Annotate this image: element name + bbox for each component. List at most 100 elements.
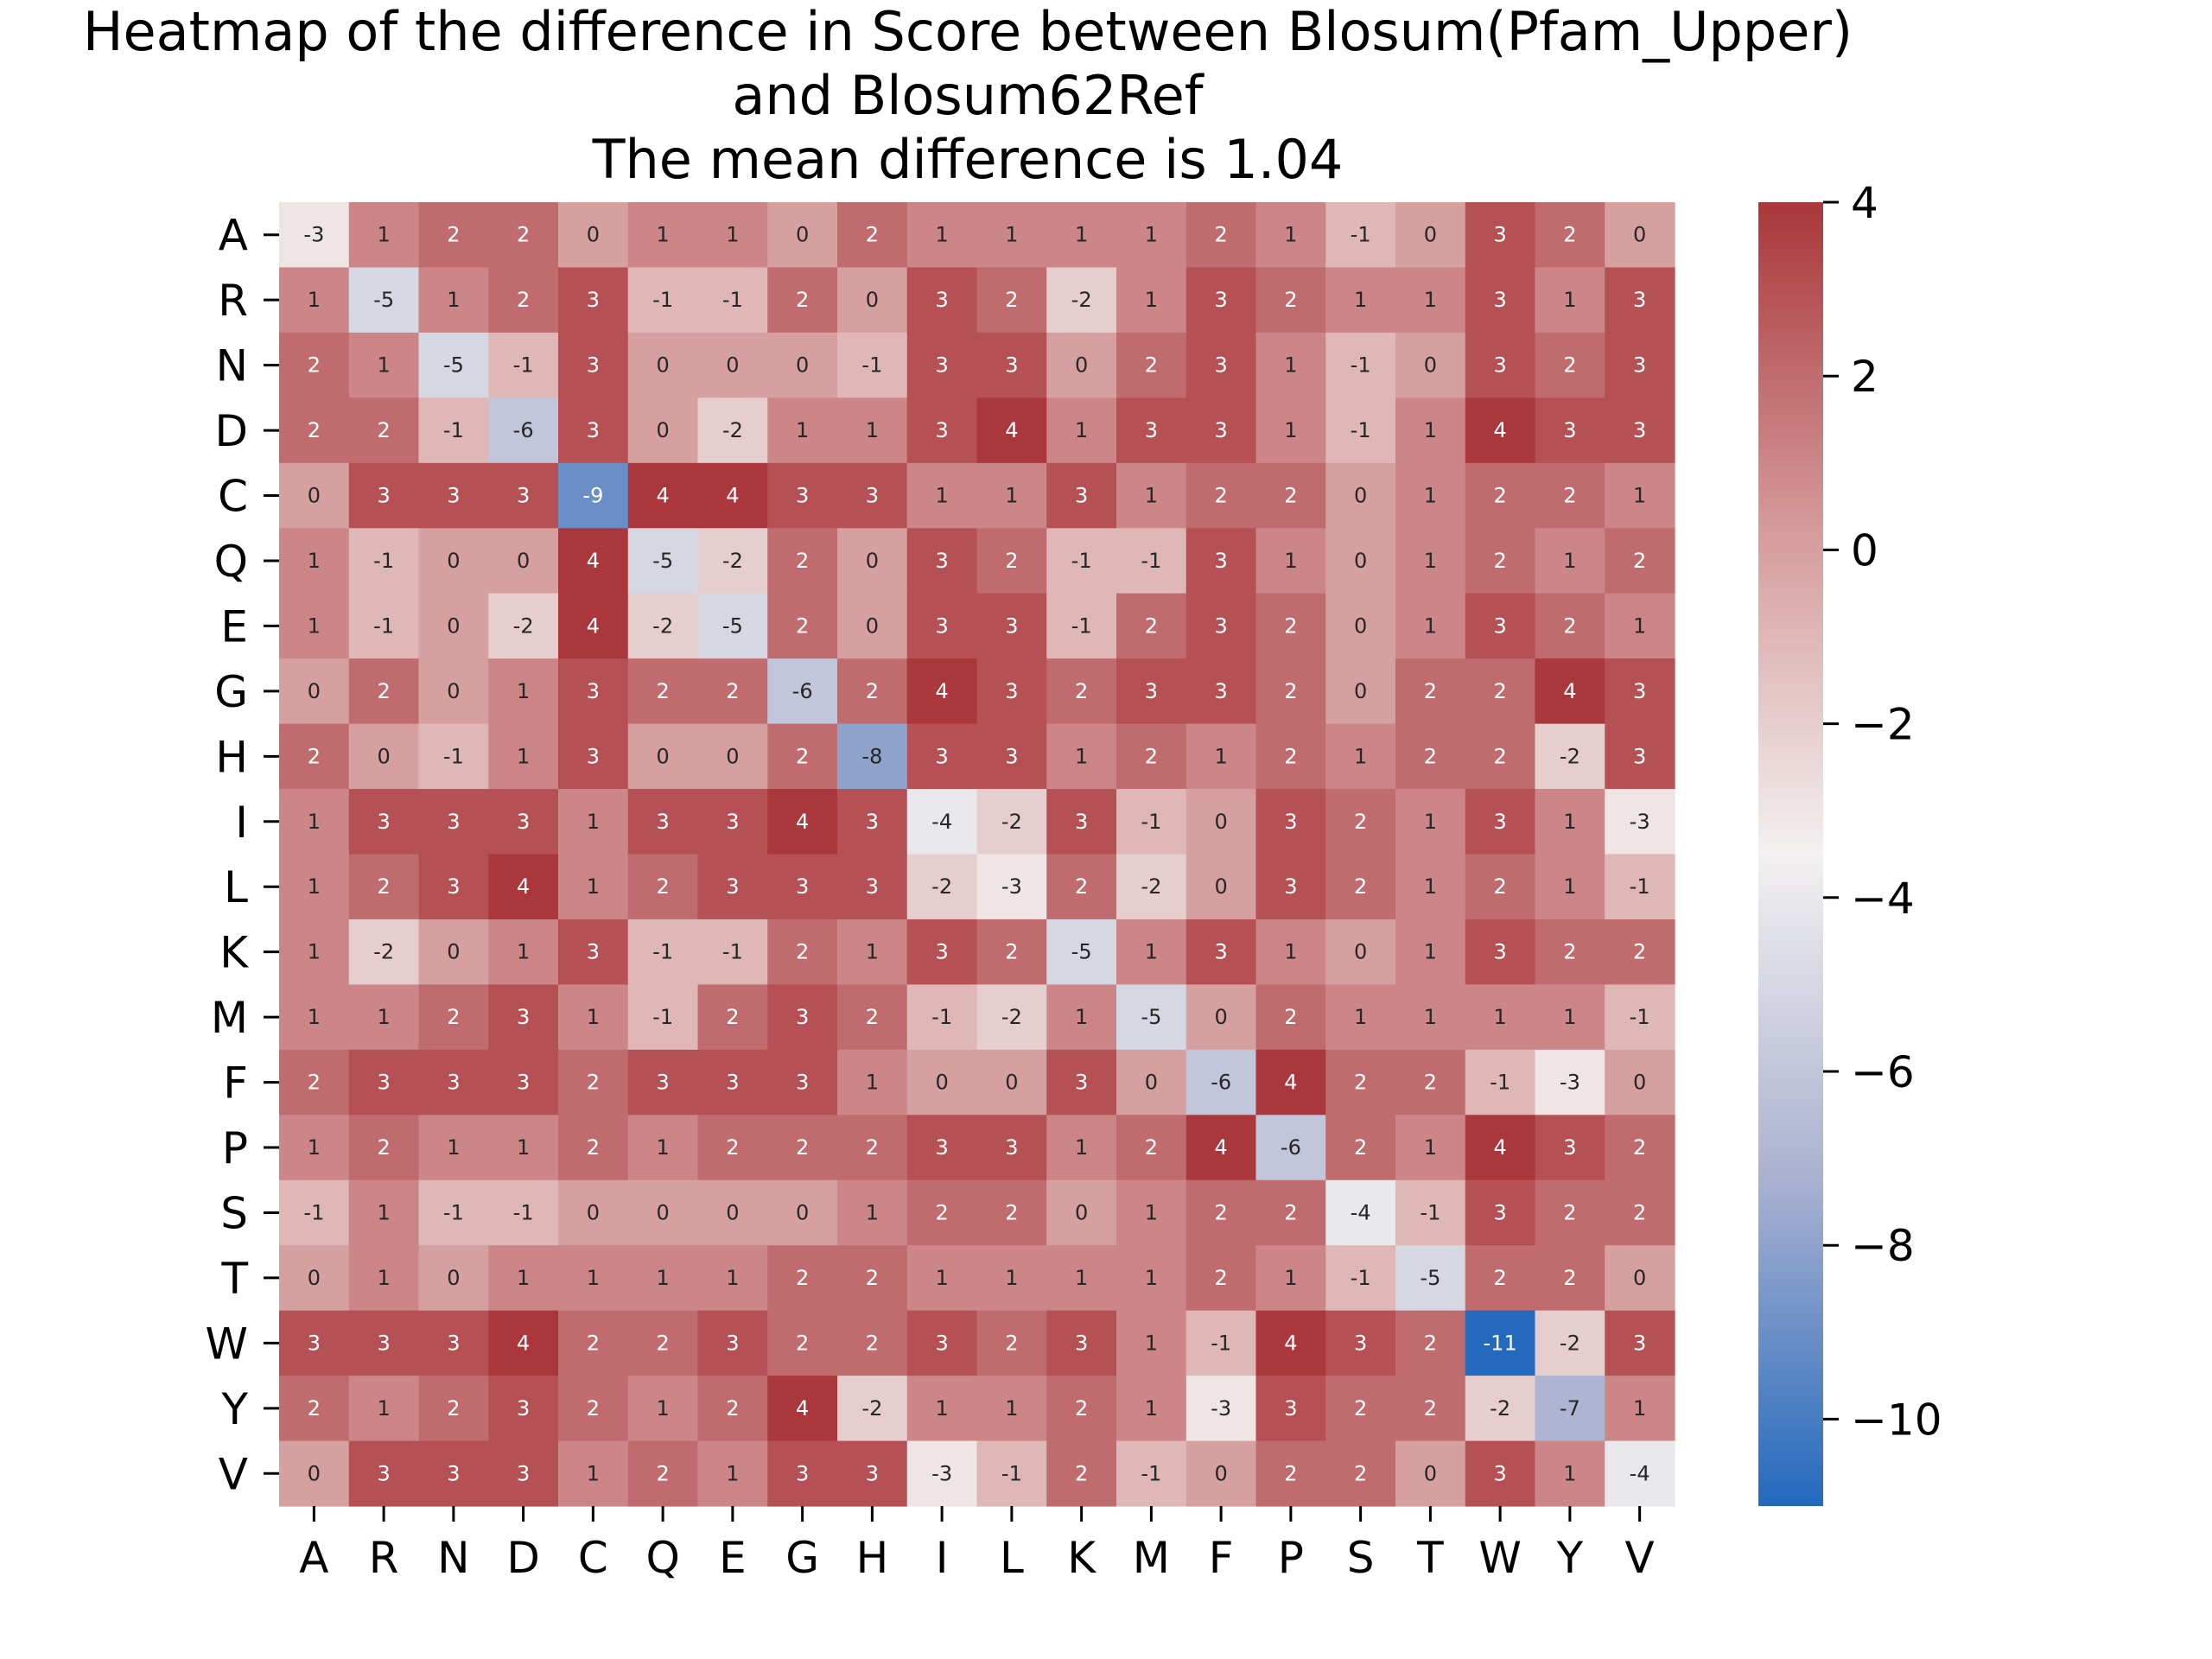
heatmap-cell — [1535, 202, 1605, 269]
heatmap-cell — [976, 984, 1047, 1051]
heatmap-cell — [1046, 528, 1117, 594]
cell-value-label: -1 — [1211, 1331, 1231, 1355]
cell-value-label: 1 — [935, 484, 948, 508]
cell-value-label: 2 — [1633, 940, 1646, 964]
heatmap-cell — [1185, 1115, 1257, 1181]
heatmap-cell — [837, 593, 908, 659]
cell-value-label: 0 — [1214, 1461, 1227, 1485]
heatmap-cell — [279, 984, 350, 1051]
heatmap-cell — [1116, 462, 1187, 529]
heatmap-cell — [767, 918, 838, 985]
cell-value-label: 1 — [1145, 940, 1158, 964]
cell-value-label: 0 — [1354, 484, 1367, 508]
heatmap-cell — [418, 1310, 489, 1376]
heatmap-cell — [558, 1115, 629, 1181]
cell-value-label: 2 — [377, 679, 390, 703]
cell-value-label: 1 — [1075, 223, 1088, 247]
heatmap-cell — [488, 1179, 559, 1246]
heatmap-cell — [1255, 332, 1326, 398]
cell-value-label: 1 — [1284, 353, 1297, 378]
colorbar-tick-label: −6 — [1851, 1047, 1915, 1097]
cell-value-label: 2 — [796, 1331, 809, 1355]
cell-value-label: -8 — [861, 744, 882, 768]
heatmap-cell — [279, 918, 350, 985]
cell-value-label: 3 — [1005, 353, 1018, 378]
heatmap-cell — [488, 1245, 559, 1312]
heatmap-cell — [976, 1376, 1047, 1442]
heatmap-cell — [1325, 202, 1396, 269]
colorbar-tick-label: 0 — [1851, 525, 1878, 575]
cell-value-label: 3 — [935, 353, 948, 378]
cell-value-label: -4 — [1351, 1200, 1371, 1224]
heatmap-cell — [488, 1310, 559, 1376]
cell-value-label: 3 — [1284, 874, 1297, 899]
cell-value-label: 4 — [1005, 418, 1018, 442]
heatmap-cell — [1465, 984, 1536, 1051]
heatmap-cell — [1185, 1310, 1257, 1376]
heatmap-cell — [418, 1440, 489, 1507]
cell-value-label: 2 — [1075, 1461, 1088, 1485]
colorbar-tick-label: −8 — [1851, 1221, 1915, 1271]
heatmap-cell — [1535, 723, 1605, 790]
cell-value-label: 2 — [1145, 353, 1158, 378]
heatmap-cell — [1046, 658, 1117, 725]
x-tick-label: L — [1000, 1533, 1024, 1583]
cell-value-label: 3 — [796, 874, 809, 899]
heatmap-cell — [1116, 332, 1187, 398]
cell-value-label: -1 — [861, 353, 882, 378]
cell-value-label: 1 — [1424, 1005, 1437, 1029]
heatmap-cell — [767, 528, 838, 594]
y-tick-label: A — [219, 211, 248, 261]
heatmap-cell — [1535, 1245, 1605, 1312]
heatmap-cell — [767, 1440, 838, 1507]
heatmap-cell — [348, 1245, 420, 1312]
heatmap-cell — [1605, 984, 1675, 1051]
cell-value-label: 0 — [1354, 679, 1367, 703]
cell-value-label: 3 — [1563, 1135, 1576, 1160]
cell-value-label: 2 — [726, 1005, 739, 1029]
y-tick-label: Y — [220, 1384, 248, 1434]
heatmap-cell — [348, 1049, 420, 1116]
heatmap-cell — [976, 267, 1047, 334]
cell-value-label: 4 — [1214, 1135, 1227, 1160]
heatmap-cell — [279, 723, 350, 790]
heatmap-cell — [488, 332, 559, 398]
heatmap-cell — [348, 1115, 420, 1181]
cell-value-label: -1 — [722, 288, 743, 312]
cell-value-label: 3 — [587, 288, 600, 312]
heatmap-cell — [1116, 528, 1187, 594]
cell-value-label: 1 — [1563, 288, 1576, 312]
cell-value-label: 1 — [656, 1266, 669, 1290]
cell-value-label: 1 — [1563, 810, 1576, 834]
cell-value-label: 2 — [796, 288, 809, 312]
heatmap-cell — [558, 1440, 629, 1507]
heatmap-cell — [418, 723, 489, 790]
heatmap-cell — [488, 593, 559, 659]
cell-value-label: 2 — [1005, 1331, 1018, 1355]
heatmap-cell — [348, 723, 420, 790]
cell-value-label: 2 — [1424, 744, 1437, 768]
heatmap-cell — [279, 397, 350, 464]
x-tick-label: R — [369, 1533, 399, 1583]
cell-value-label: 0 — [866, 549, 879, 573]
cell-value-label: 1 — [1633, 484, 1646, 508]
heatmap-cell — [1465, 332, 1536, 398]
colorbar: 4 2 0 −2 −4 −6 −8 −10 — [1758, 178, 1942, 1506]
heatmap-cell — [1605, 854, 1675, 920]
heatmap-cell — [279, 1440, 350, 1507]
cell-value-label: 3 — [587, 353, 600, 378]
cell-value-label: 1 — [1284, 418, 1297, 442]
heatmap-cell — [558, 984, 629, 1051]
heatmap-cell — [1325, 1376, 1396, 1442]
heatmap-cell — [348, 984, 420, 1051]
y-tick-label: L — [224, 862, 248, 912]
heatmap-cell — [558, 528, 629, 594]
heatmap-cell — [279, 202, 350, 269]
cell-value-label: 3 — [1005, 679, 1018, 703]
heatmap-cell — [627, 462, 699, 529]
heatmap-cell — [976, 1310, 1047, 1376]
cell-value-label: 3 — [866, 810, 879, 834]
cell-value-label: 0 — [866, 613, 879, 638]
heatmap-cell — [627, 789, 699, 855]
heatmap-cell — [279, 1115, 350, 1181]
